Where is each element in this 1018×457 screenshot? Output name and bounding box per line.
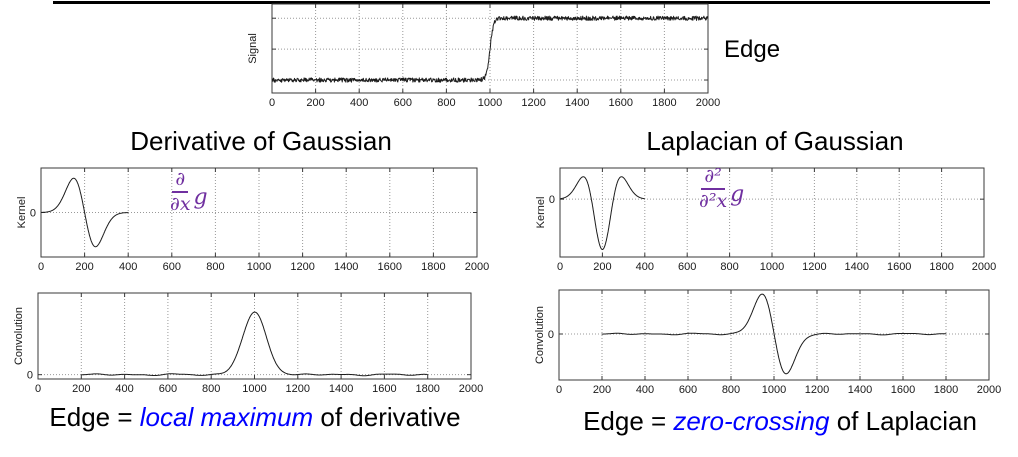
x-tick-label: 2000 <box>972 261 996 273</box>
derivative-formula-denominator: ∂x <box>170 192 191 215</box>
x-tick-label: 1800 <box>652 97 676 109</box>
y-tick-label: 0 <box>549 194 555 206</box>
x-tick-label: 200 <box>593 261 611 273</box>
x-tick-label: 1400 <box>329 383 353 395</box>
derivative-formula-numerator: ∂ <box>172 169 189 193</box>
x-tick-label: 400 <box>115 383 133 395</box>
derivative-of-gaussian-kernel <box>40 177 129 248</box>
x-tick-label: 200 <box>75 261 93 273</box>
x-tick-label: 1000 <box>247 261 271 273</box>
x-tick-label: 400 <box>636 384 654 396</box>
derivative-formula-operand: g <box>193 185 208 211</box>
x-tick-label: 600 <box>678 261 696 273</box>
x-tick-label: 600 <box>679 384 697 396</box>
laplacian-caption: Edge = zero-crossing of Laplacian <box>550 406 1010 437</box>
laplacian-formula-denominator: ∂²x <box>699 189 728 212</box>
x-tick-label: 1200 <box>286 383 310 395</box>
y-tick-label: 0 <box>27 370 33 382</box>
laplacian-caption-suffix: of Laplacian <box>829 406 977 436</box>
signal-plot: 0 200 400 600 800 1000 1200 1400 1600 1800 2000 Sig… <box>242 0 740 111</box>
x-tick-label: 1800 <box>415 383 439 395</box>
derivative-formula-fraction: ∂ ∂x <box>170 169 191 215</box>
x-tick-label: 1800 <box>929 261 953 273</box>
x-tick-label: 800 <box>206 261 224 273</box>
x-tick-label: 1600 <box>372 383 396 395</box>
x-tick-label: 200 <box>72 383 90 395</box>
x-tick-label: 1600 <box>378 261 402 273</box>
x-tick-label: 2000 <box>977 384 1001 396</box>
derivative-convolution-plot: 0 200 400 600 800 1000 1200 1400 1600 1800 2000 0 Co… <box>8 289 503 397</box>
y-tick-label: 0 <box>548 329 554 341</box>
x-tick-label: 400 <box>636 261 654 273</box>
noisy-step-edge <box>271 15 709 83</box>
x-tick-label: 1600 <box>609 97 633 109</box>
laplacian-caption-highlight: zero-crossing <box>673 406 830 436</box>
x-tick-label: 1800 <box>421 261 445 273</box>
laplacian-formula-numerator: ∂² <box>701 166 725 190</box>
x-tick-label: 800 <box>437 97 455 109</box>
x-tick-label: 0 <box>38 261 44 273</box>
laplacian-section-title: Laplacian of Gaussian <box>646 126 904 156</box>
x-tick-label: 1200 <box>290 261 314 273</box>
derivative-kernel-plot: 0 200 400 600 800 1000 1200 1400 1600 1800 2000 0 Ke… <box>11 164 509 275</box>
laplacian-formula-fraction: ∂² ∂²x <box>699 166 727 212</box>
x-tick-label: 1400 <box>334 261 358 273</box>
derivative-section-title: Derivative of Gaussian <box>130 126 392 156</box>
x-tick-label: 1200 <box>802 261 826 273</box>
laplacian-of-gaussian-kernel <box>559 176 645 250</box>
x-tick-label: 400 <box>119 261 137 273</box>
laplacian-formula: ∂² ∂²x g <box>699 166 744 212</box>
y-axis-label: Convolution <box>534 306 546 364</box>
edge-label: Edge <box>724 36 781 63</box>
laplacian-formula-operand: g <box>730 182 745 208</box>
x-tick-label: 200 <box>593 384 611 396</box>
y-axis-label: Kernel <box>535 197 547 229</box>
x-tick-label: 800 <box>722 384 740 396</box>
derivative-caption: Edge = local maximum of derivative <box>20 402 490 433</box>
x-tick-label: 2000 <box>465 261 489 273</box>
derivative-caption-prefix: Edge = <box>49 402 140 432</box>
x-tick-label: 400 <box>350 97 368 109</box>
x-tick-label: 0 <box>557 261 563 273</box>
x-tick-label: 800 <box>720 261 738 273</box>
x-tick-label: 600 <box>163 261 181 273</box>
derivative-formula: ∂ ∂x g <box>170 169 208 215</box>
x-tick-label: 1200 <box>521 97 545 109</box>
x-tick-label: 1800 <box>934 384 958 396</box>
laplacian-caption-prefix: Edge = <box>583 406 674 436</box>
y-axis-label: Convolution <box>13 307 25 365</box>
x-tick-label: 1600 <box>887 261 911 273</box>
y-axis-label: Kernel <box>16 197 28 229</box>
y-tick-label: 0 <box>30 208 36 220</box>
y-axis-label: Signal <box>247 33 259 64</box>
laplacian-kernel-plot: 0 200 400 600 800 1000 1200 1400 1600 1800 2000 0 Ke… <box>530 164 1016 275</box>
laplacian-convolution-plot: 0 200 400 600 800 1000 1200 1400 1600 1800 2000 0 Co… <box>529 286 1018 398</box>
laplacian-convolution-zero-crossing <box>602 293 946 375</box>
x-tick-label: 1400 <box>848 384 872 396</box>
x-tick-label: 0 <box>35 383 41 395</box>
x-tick-label: 1000 <box>242 383 266 395</box>
x-tick-label: 1000 <box>478 97 502 109</box>
x-tick-label: 600 <box>394 97 412 109</box>
x-tick-label: 2000 <box>696 97 720 109</box>
top-divider-line <box>53 1 990 4</box>
x-tick-label: 1400 <box>845 261 869 273</box>
x-tick-label: 200 <box>306 97 324 109</box>
derivative-caption-highlight: local maximum <box>139 402 314 432</box>
x-tick-label: 800 <box>202 383 220 395</box>
x-tick-label: 600 <box>159 383 177 395</box>
x-tick-label: 1400 <box>565 97 589 109</box>
x-tick-label: 1000 <box>760 261 784 273</box>
x-tick-label: 1200 <box>805 384 829 396</box>
x-tick-label: 1000 <box>762 384 786 396</box>
derivative-caption-suffix: of derivative <box>313 402 461 432</box>
x-tick-label: 1600 <box>891 384 915 396</box>
x-tick-label: 2000 <box>459 383 483 395</box>
x-tick-label: 0 <box>556 384 562 396</box>
derivative-convolution-peak <box>81 311 428 377</box>
x-tick-label: 0 <box>269 97 275 109</box>
